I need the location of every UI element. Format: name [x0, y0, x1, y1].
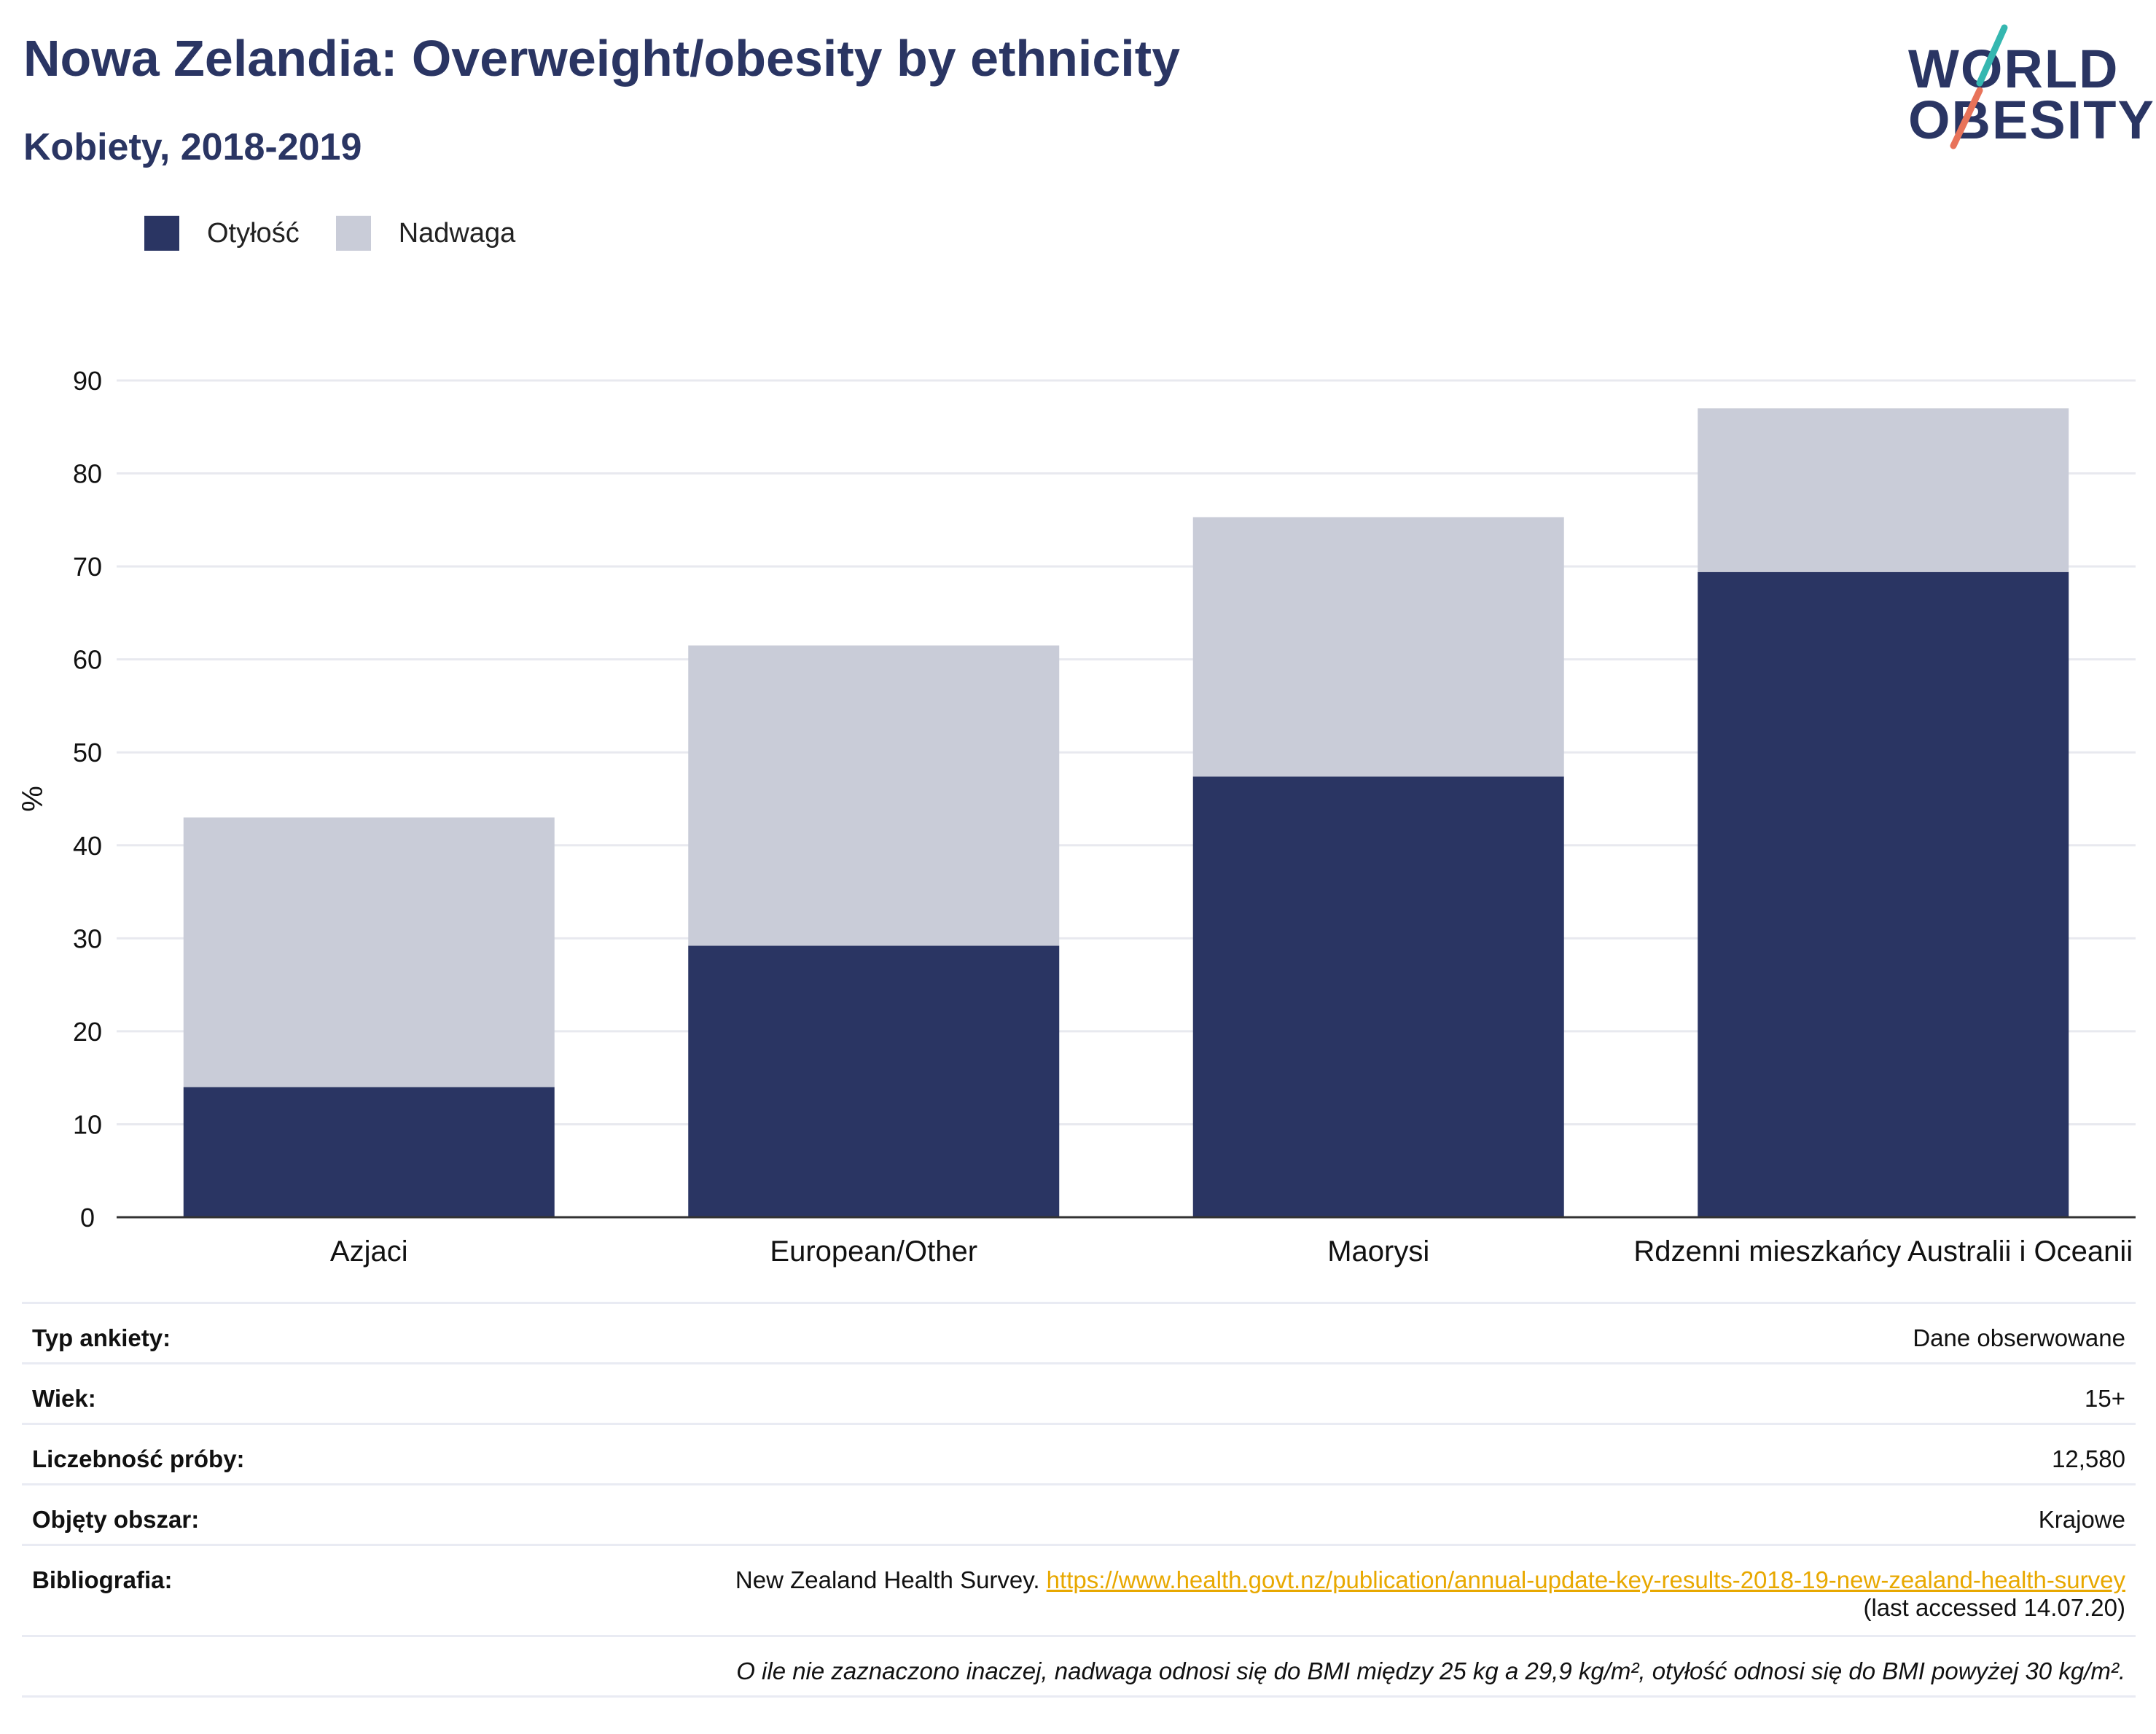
legend-item-overweight: Nadwaga	[335, 216, 516, 251]
info-table: Typ ankiety: Dane obserwowane Wiek: 15+ …	[22, 1302, 2136, 1698]
footnote: O ile nie zaznaczono inaczej, nadwaga od…	[736, 1657, 2125, 1684]
bar-obesity	[183, 1087, 555, 1217]
bar-obesity	[688, 945, 1060, 1217]
bar-overweight	[1698, 408, 2069, 572]
bar-chart: 0 10 20 30 40 50 60 70 80 90% Azjaci European/Other…	[17, 366, 2136, 1268]
info-row-sample: Liczebność próby: 12,580	[22, 1423, 2136, 1483]
y-axis-label: %	[17, 786, 49, 812]
legend-item-obesity: Otyłość	[144, 216, 300, 251]
chart-title: Nowa Zelandia: Overweight/obesity by eth…	[23, 30, 1180, 87]
info-row-bibliography: Bibliografia: New Zealand Health Survey.…	[22, 1544, 2136, 1635]
area-label: Objęty obszar:	[32, 1506, 200, 1533]
info-row-area: Objęty obszar: Krajowe	[22, 1483, 2136, 1544]
age-value: 15+	[2085, 1385, 2125, 1412]
bar-overweight	[183, 817, 555, 1087]
y-tick-label: 70	[73, 552, 102, 582]
y-tick-label: 30	[73, 923, 102, 953]
bar-overweight	[1192, 517, 1564, 777]
y-tick-label: 10	[73, 1109, 102, 1139]
x-tick-label: Rdzenni mieszkańcy Australii i Oceanii	[1633, 1235, 2133, 1268]
sample-value: 12,580	[2052, 1445, 2125, 1472]
y-tick-label: 80	[73, 459, 102, 489]
age-label: Wiek:	[32, 1385, 96, 1412]
y-tick-label: 60	[73, 645, 102, 675]
x-tick-label: Maorysi	[1327, 1235, 1429, 1268]
y-tick-label: 50	[73, 738, 102, 768]
x-tick-label: European/Other	[770, 1235, 977, 1268]
area-value: Krajowe	[2038, 1506, 2125, 1533]
world-obesity-logo: WORLD OBESITY	[1895, 20, 2154, 152]
info-row-survey-type: Typ ankiety: Dane obserwowane	[22, 1302, 2136, 1362]
logo-slash-teal	[1976, 24, 2008, 87]
logo-line-2: OBESITY	[1908, 90, 2155, 150]
logo-slash-icon	[1950, 24, 2008, 149]
bar-overweight	[688, 645, 1060, 946]
legend: Otyłość Nadwaga	[144, 216, 552, 251]
legend-label-obesity: Otyłość	[207, 217, 300, 249]
x-tick-label: Azjaci	[330, 1235, 408, 1268]
logo-line-1: WORLD	[1908, 39, 2120, 99]
legend-swatch-overweight	[335, 216, 371, 251]
y-tick-label: 90	[73, 366, 102, 396]
y-tick-label: 40	[73, 831, 102, 861]
legend-label-overweight: Nadwaga	[398, 217, 516, 249]
sample-label: Liczebność próby:	[32, 1445, 245, 1472]
info-row-footnote: O ile nie zaznaczono inaczej, nadwaga od…	[22, 1635, 2136, 1698]
y-tick-label: 20	[73, 1017, 102, 1047]
chart-subtitle: Kobiety, 2018-2019	[23, 126, 362, 168]
bibliography-value: New Zealand Health Survey. https://www.h…	[735, 1546, 2125, 1635]
bar-obesity	[1698, 571, 2069, 1217]
bibliography-link[interactable]: https://www.health.govt.nz/publication/a…	[1046, 1566, 2125, 1593]
legend-swatch-obesity	[144, 216, 179, 251]
bibliography-accessed: (last accessed 14.07.20)	[1863, 1594, 2125, 1621]
logo-slash-coral	[1950, 87, 1983, 149]
bibliography-label: Bibliografia:	[32, 1566, 173, 1593]
info-row-age: Wiek: 15+	[22, 1362, 2136, 1423]
bibliography-text: New Zealand Health Survey.	[735, 1566, 1040, 1593]
survey-type-value: Dane obserwowane	[1913, 1324, 2125, 1351]
bar-obesity	[1192, 776, 1564, 1217]
y-tick-label: 0	[80, 1203, 95, 1233]
survey-type-label: Typ ankiety:	[32, 1324, 171, 1351]
